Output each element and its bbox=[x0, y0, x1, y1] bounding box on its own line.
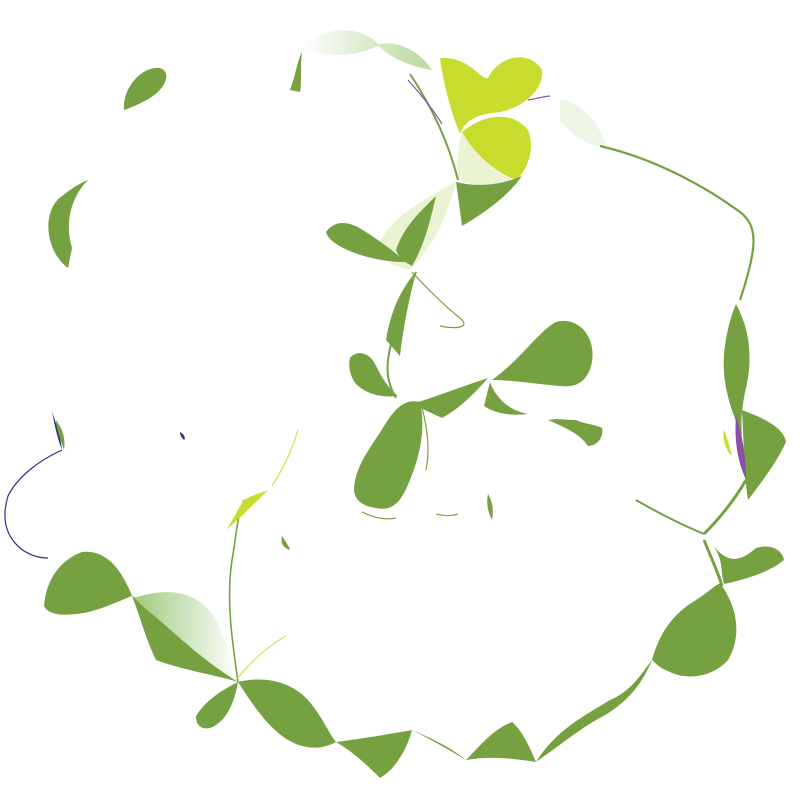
stem bbox=[435, 513, 459, 516]
center-cluster bbox=[349, 271, 603, 520]
lime-leaf bbox=[226, 490, 268, 530]
top-left-leaves bbox=[48, 52, 302, 268]
lime-petal bbox=[440, 57, 543, 134]
leaf bbox=[742, 410, 786, 500]
leaf bbox=[396, 196, 436, 266]
stem bbox=[411, 271, 465, 329]
leaf bbox=[336, 730, 412, 778]
stem bbox=[407, 79, 443, 125]
stem bbox=[271, 429, 299, 487]
leaf bbox=[180, 432, 185, 440]
stem bbox=[361, 511, 397, 520]
leaf bbox=[487, 494, 493, 520]
stem bbox=[235, 635, 287, 681]
leaf bbox=[386, 272, 416, 356]
left-arc bbox=[4, 410, 299, 729]
leaf bbox=[723, 304, 750, 436]
bottom-arc bbox=[238, 539, 737, 778]
leaf bbox=[412, 378, 488, 418]
purple-sliver bbox=[735, 416, 746, 480]
mint-leaf bbox=[134, 592, 238, 682]
mint-leaf bbox=[560, 100, 606, 147]
lime-petal bbox=[462, 116, 531, 180]
leaf bbox=[349, 353, 398, 397]
leaf bbox=[412, 722, 536, 762]
leaf bbox=[652, 583, 737, 677]
leaf bbox=[712, 544, 784, 584]
pale-petal bbox=[457, 132, 520, 187]
leaf bbox=[44, 551, 132, 615]
leaf bbox=[123, 67, 167, 110]
ribbon bbox=[300, 30, 432, 70]
stem bbox=[421, 407, 429, 471]
leaf bbox=[52, 410, 62, 450]
vine-line bbox=[702, 479, 748, 536]
leaf bbox=[536, 660, 652, 762]
leaf bbox=[456, 176, 522, 226]
vine-line bbox=[702, 539, 724, 587]
leaf bbox=[238, 679, 336, 748]
stem bbox=[228, 499, 245, 683]
leaf bbox=[290, 52, 302, 92]
vine-line bbox=[599, 144, 755, 301]
leaf bbox=[548, 419, 603, 446]
lime-sliver bbox=[723, 430, 732, 456]
leaf bbox=[196, 682, 238, 729]
vine-line bbox=[635, 499, 705, 535]
leaf bbox=[48, 180, 88, 268]
stem bbox=[409, 73, 459, 181]
leaf bbox=[326, 222, 406, 262]
right-arc bbox=[599, 144, 786, 584]
leaf bbox=[484, 382, 528, 415]
leaf bbox=[56, 420, 65, 450]
vine-line bbox=[4, 449, 63, 559]
leaf bbox=[354, 401, 423, 509]
top-cluster bbox=[300, 30, 606, 270]
stem bbox=[527, 95, 551, 101]
leaf bbox=[281, 536, 290, 550]
leaf bbox=[492, 320, 593, 387]
